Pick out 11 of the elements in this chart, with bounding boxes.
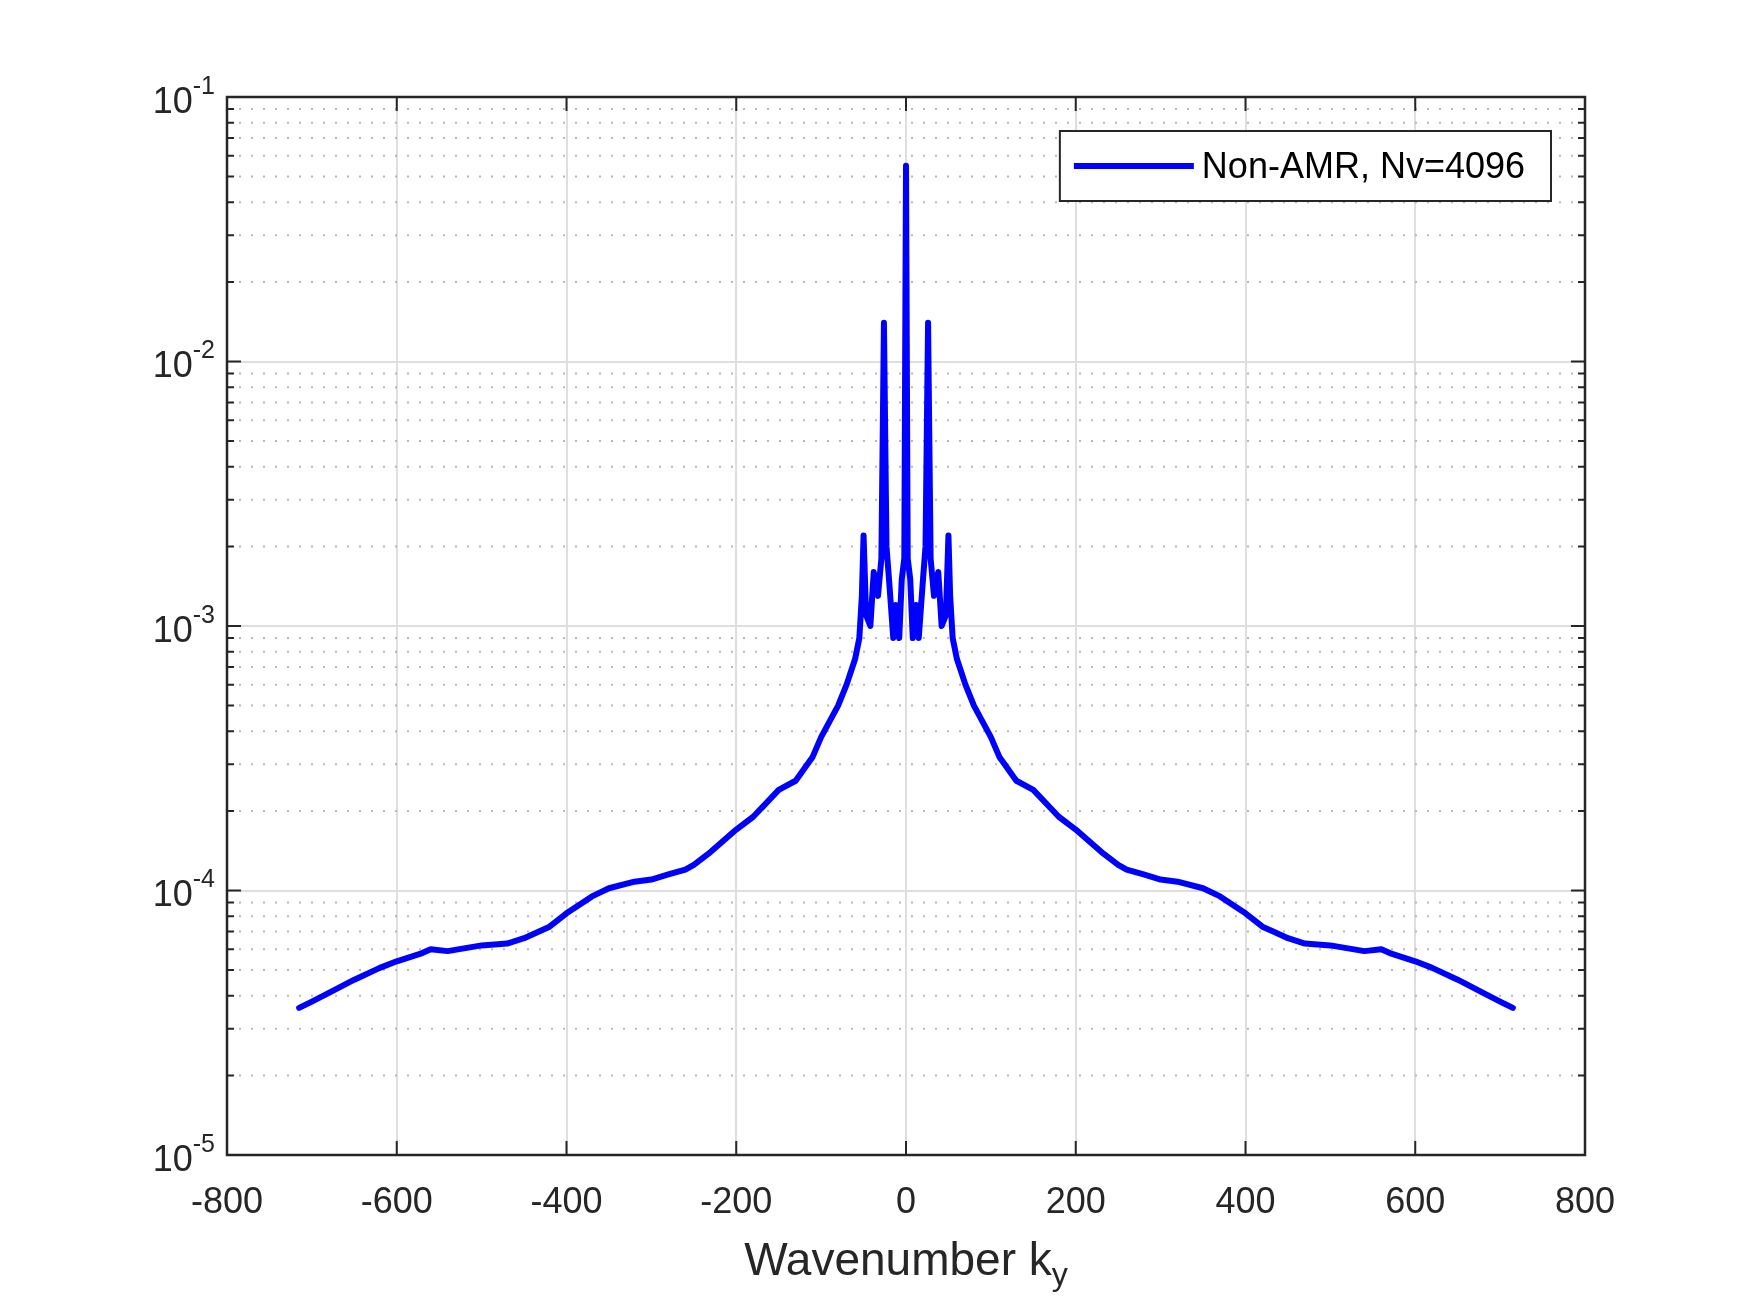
x-tick-label: -400 bbox=[530, 1179, 603, 1221]
x-tick-label: 400 bbox=[1215, 1179, 1276, 1221]
x-tick-label: -800 bbox=[190, 1179, 264, 1221]
x-tick-label: 800 bbox=[1554, 1179, 1616, 1221]
legend-label: Non-AMR, Nv=4096 bbox=[1201, 144, 1525, 186]
x-axis-title: Wavenumber k$_{y}$ bbox=[743, 1232, 1069, 1294]
x-tick-label: -600 bbox=[360, 1179, 433, 1221]
x-tick-label: -200 bbox=[700, 1179, 773, 1221]
x-tick-label: 0 bbox=[895, 1179, 917, 1221]
x-tick-label: 200 bbox=[1045, 1179, 1106, 1221]
x-tick-label: 600 bbox=[1385, 1179, 1446, 1221]
